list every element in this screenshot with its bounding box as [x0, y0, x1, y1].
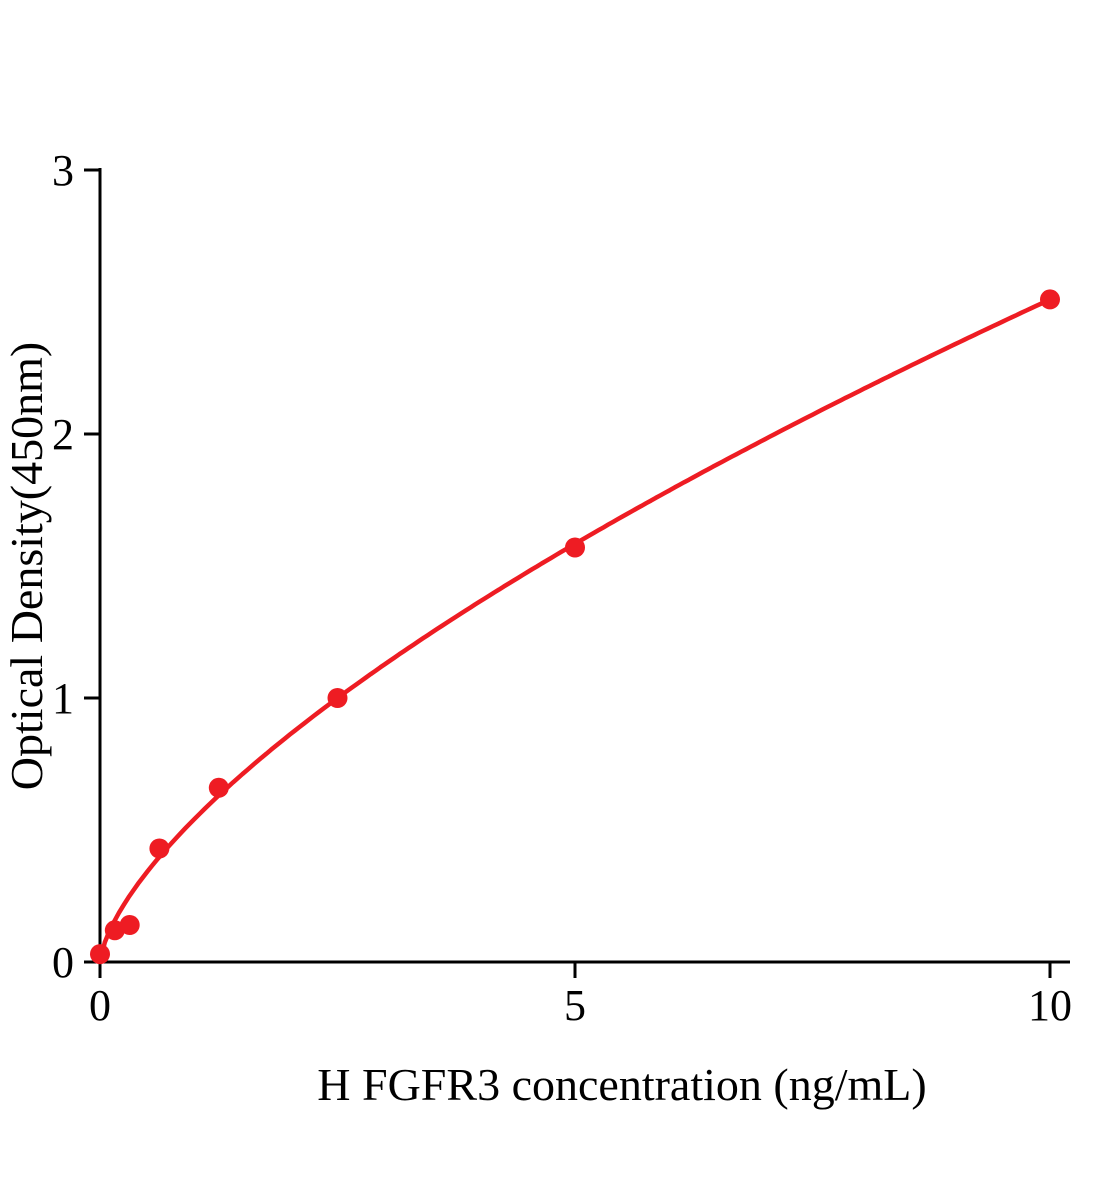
- y-tick-label: 3: [52, 146, 74, 195]
- data-point: [1040, 289, 1060, 310]
- data-point: [327, 688, 348, 708]
- fit-curve: [97, 297, 1053, 965]
- y-tick-label: 0: [52, 938, 74, 987]
- data-point: [149, 838, 170, 859]
- plot-area: 0 5 10 0 1 2 3: [52, 146, 1072, 1030]
- data-point: [119, 915, 140, 935]
- x-tick-label: 5: [564, 981, 586, 1030]
- data-point: [565, 537, 585, 558]
- x-tick-label: 0: [89, 981, 111, 1030]
- y-tick-label: 2: [52, 410, 74, 459]
- y-axis-title: Optical Density(450nm): [1, 342, 52, 790]
- x-axis-title: H FGFR3 concentration (ng/mL): [317, 1059, 926, 1110]
- data-point: [90, 944, 110, 965]
- data-point: [208, 777, 229, 798]
- y-tick-label: 1: [52, 674, 74, 723]
- x-tick-label: 10: [1028, 981, 1072, 1030]
